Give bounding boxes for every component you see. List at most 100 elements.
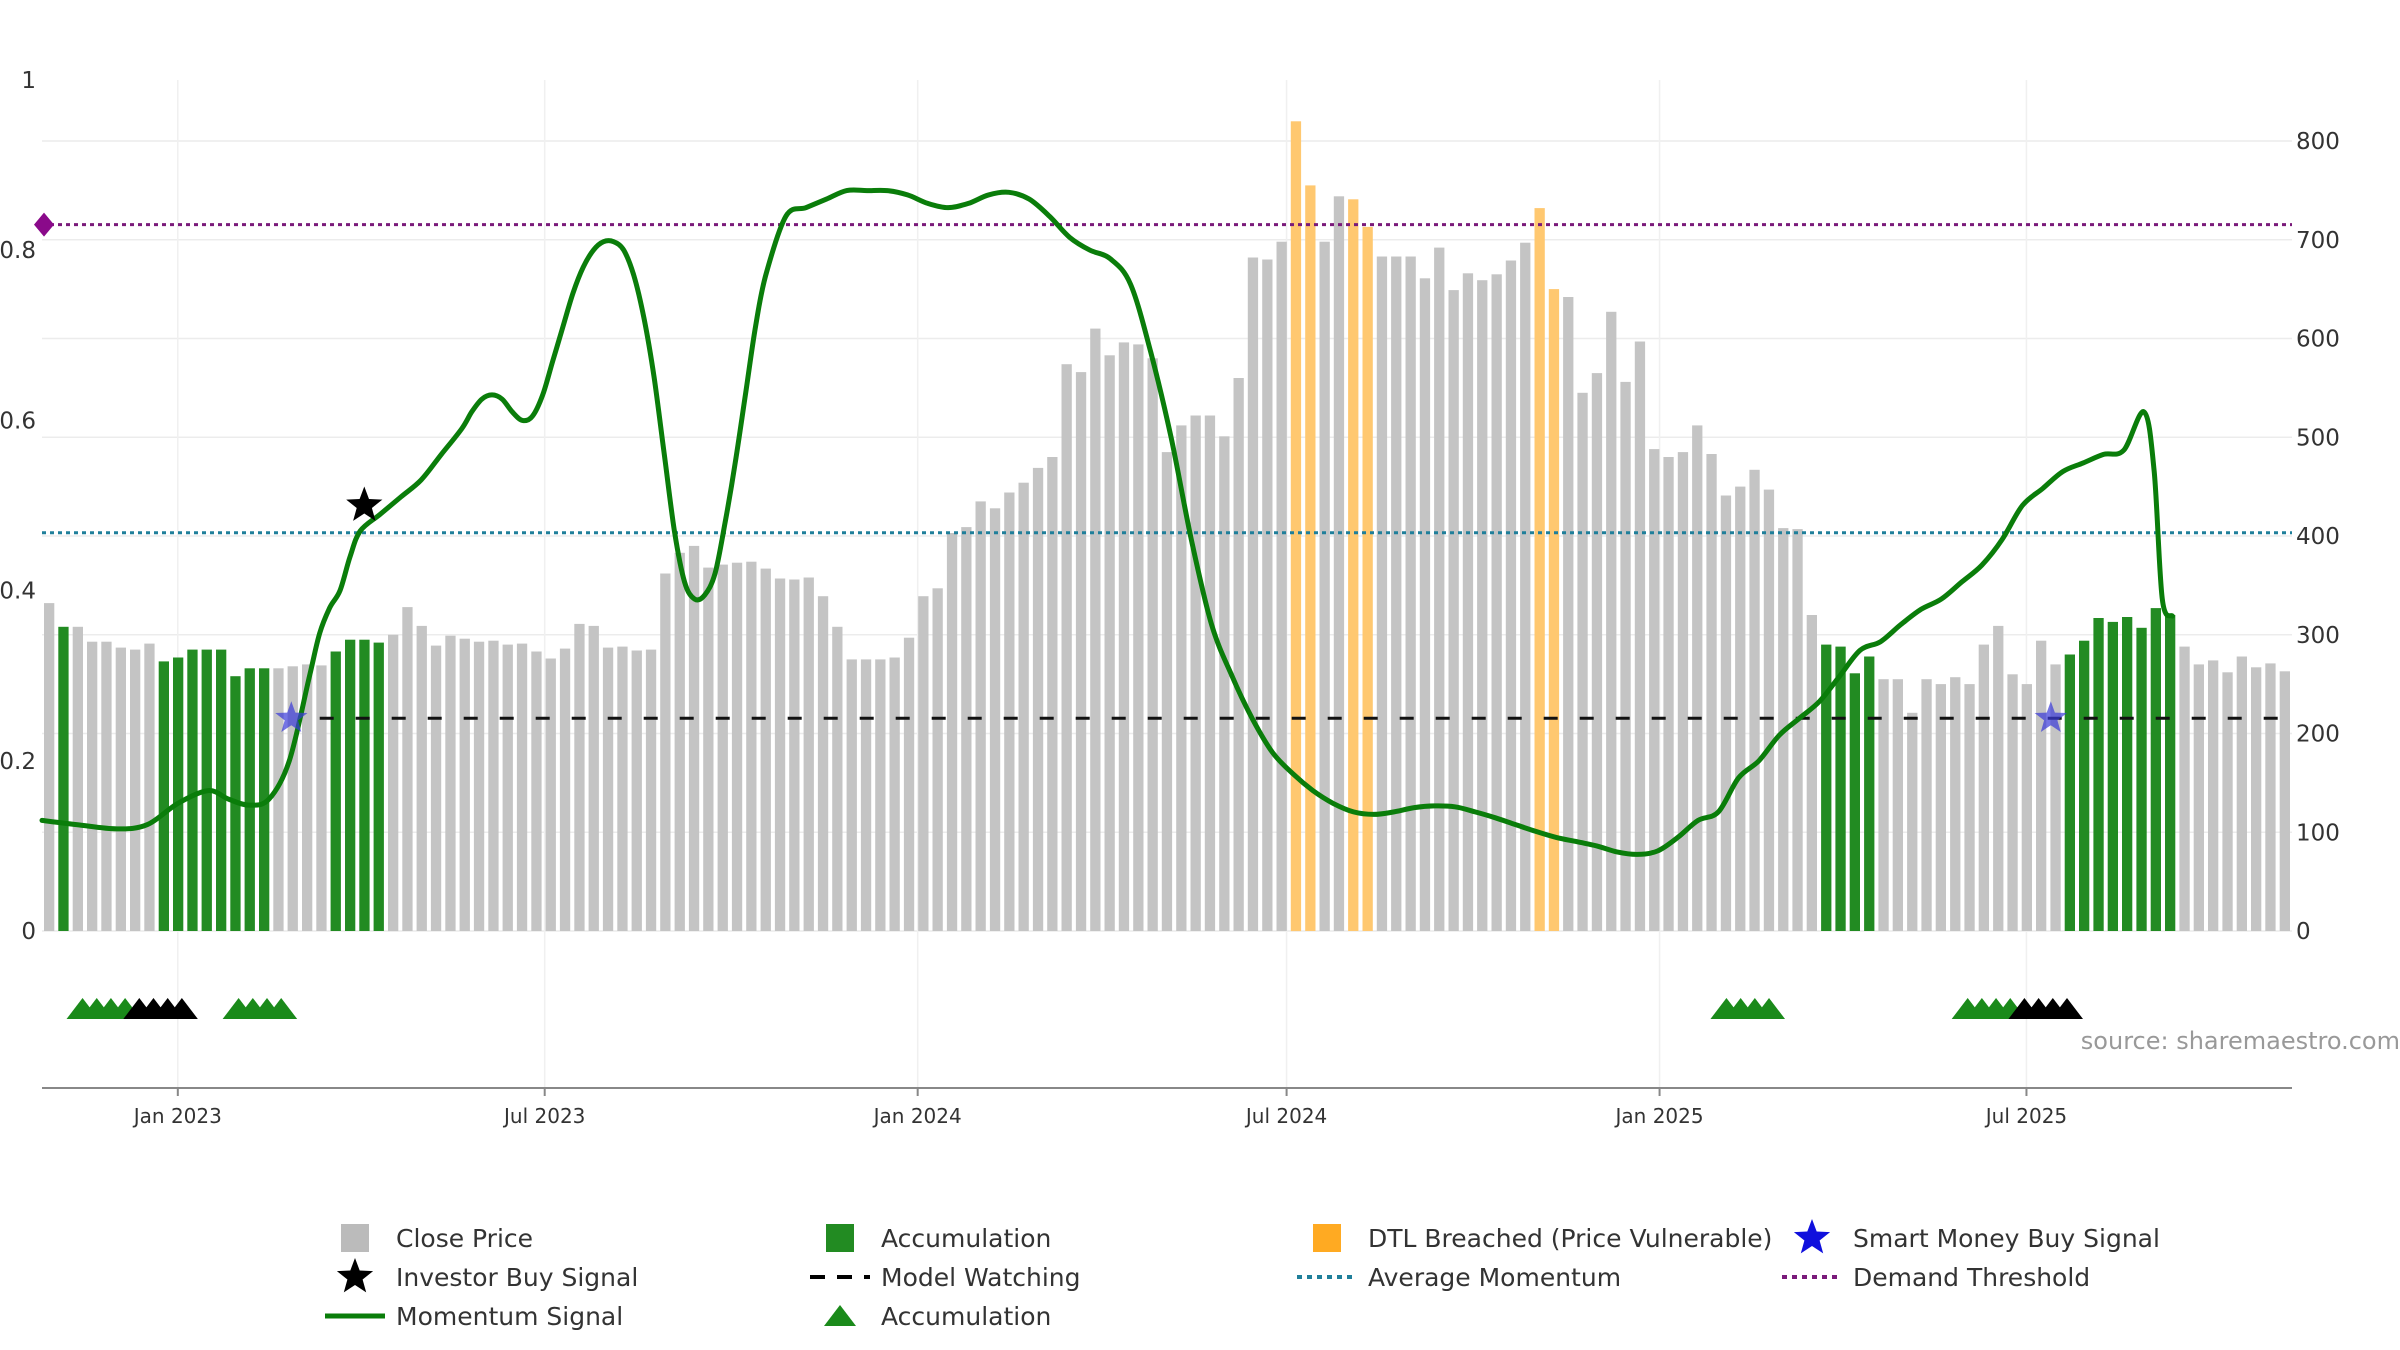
accumulation-bar [1821,644,1832,931]
accumulation-bar [58,626,69,931]
price-bar [1591,373,1603,932]
price-bar [760,568,771,931]
left-axis-tick-label: 1 [21,68,36,94]
price-bar [602,647,614,931]
legend-swatch [826,1224,854,1252]
price-bar [631,650,642,931]
price-bar [2050,664,2061,931]
accumulation-bar [345,639,356,931]
accumulation-bar [2107,621,2118,931]
accumulation-triangle [165,998,198,1019]
right-axis-tick-label: 0 [2296,919,2311,945]
price-bar [516,643,528,931]
accumulation-bar [2079,640,2090,931]
x-axis-tick-label: Jul 2023 [502,1104,585,1128]
price-bar [287,666,298,931]
accumulation-bar [359,639,370,931]
price-bar [617,646,628,931]
price-bar [2279,671,2290,931]
price-bar [1620,381,1631,931]
price-bar [72,626,83,931]
accumulation-bar [2165,615,2176,931]
price-bar [1907,712,1918,931]
price-bar [989,508,1001,931]
x-axis-tick-label: Jan 2025 [1614,1104,1704,1128]
price-bar [1190,415,1201,931]
price-bar [1677,452,1689,931]
price-bar [774,578,786,931]
price-bar [1061,364,1072,931]
left-axis-tick-label: 0.2 [0,749,36,775]
price-bar [903,637,915,931]
dtl-breached-bar [1548,289,1560,932]
price-bar [703,567,714,931]
price-bar [932,588,943,931]
smart-money-buy-star [2034,701,2067,732]
price-bar [1878,679,1889,931]
price-bar [430,645,442,931]
price-bar [2251,667,2262,931]
signal-markers [275,486,2067,732]
legend-triangle-icon [824,1305,856,1326]
price-bar [1004,492,1015,931]
right-axis-tick-label: 700 [2296,228,2340,254]
accumulation-bar [173,657,184,931]
momentum-signal-line [39,187,2175,857]
accumulation-triangle [265,998,298,1019]
accumulation-bar [259,668,270,931]
price-bar [1419,278,1431,931]
price-bar [1606,311,1617,931]
price-bar [144,643,155,931]
price-bar [860,659,872,931]
price-bar [1735,486,1746,931]
price-bar [1090,328,1101,932]
price-bar [1935,684,1946,931]
price-bar [316,665,327,931]
legend-swatch [341,1224,369,1252]
price-bar [1133,344,1144,931]
price-bar [459,638,470,931]
price-bar [1520,242,1531,931]
price-bar [846,659,857,931]
left-axis-tick-label: 0.8 [0,238,36,264]
x-axis-tick-label: Jul 2025 [1984,1104,2067,1128]
left-axis-tick-label: 0.4 [0,579,36,605]
legend-item-momentum: Momentum Signal [325,1302,623,1331]
left-axis-tick-label: 0 [21,919,36,945]
legend-item-demand: Demand Threshold [1782,1263,2090,1292]
price-bar [87,641,98,931]
legend-label: Demand Threshold [1853,1263,2090,1292]
accumulation-bar [216,649,227,931]
legend-star-icon [1793,1219,1831,1254]
price-bar [717,564,728,931]
legend-label: DTL Breached (Price Vulnerable) [1368,1224,1772,1253]
dtl-breached-bar [1534,208,1545,932]
accumulation-bar [158,661,169,931]
price-bar [660,573,671,931]
right-axis-tick-label: 400 [2296,524,2340,550]
price-bar [1577,392,1588,931]
price-bar [961,527,972,931]
right-axis-tick-label: 800 [2296,129,2340,155]
price-bar [130,649,141,931]
price-bar [746,561,757,931]
price-bar [1262,259,1273,931]
price-bar [115,647,126,931]
price-bar [1391,256,1402,931]
legend: Close Price Accumulation DTL Breached (Pri… [325,1219,2160,1331]
price-bar [2021,684,2032,931]
price-bar [889,657,900,931]
price-bar [817,596,829,931]
investor-buy-star [346,486,383,521]
price-bar [674,552,685,931]
price-bar [789,579,800,931]
legend-item-avg: Average Momentum [1297,1263,1621,1292]
price-bar [502,644,513,931]
price-bar [574,623,585,931]
accumulation-bar [330,651,341,931]
smart-money-buy-star [275,701,308,732]
price-bar [1692,425,1703,931]
price-bar [1147,358,1158,932]
price-bar [1505,260,1517,931]
